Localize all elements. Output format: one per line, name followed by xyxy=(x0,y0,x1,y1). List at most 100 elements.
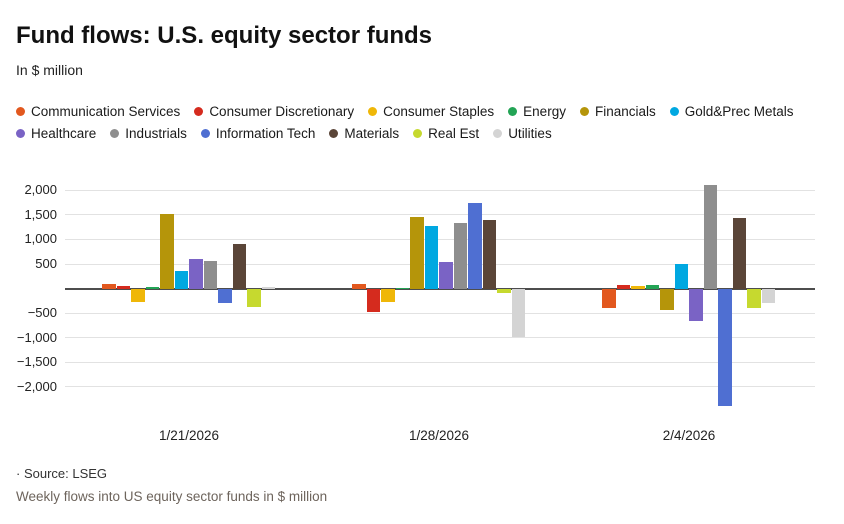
legend-label: Materials xyxy=(344,125,400,141)
chart-title: Fund flows: U.S. equity sector funds xyxy=(16,22,433,49)
legend-row: Healthcare Industrials Information Tech Mat… xyxy=(16,122,828,144)
bar-utilities-1-21-2026 xyxy=(261,287,275,289)
bar-communication-services-1-21-2026 xyxy=(102,284,116,289)
legend-item-utilities: Utilities xyxy=(493,126,552,141)
x-axis-label-1-21-2026: 1/21/2026 xyxy=(158,428,220,443)
legend-dot-utilities xyxy=(493,128,503,138)
chart-subtitle: In $ million xyxy=(16,62,83,78)
bar-communication-services-2-4-2026 xyxy=(602,288,616,308)
legend-item-consumer-staples: Consumer Staples xyxy=(368,104,494,119)
legend-dot-gold-prec-metals xyxy=(669,106,679,116)
legend-item-information-tech: Information Tech xyxy=(200,125,316,141)
chart-caption: Weekly flows into US equity sector funds… xyxy=(16,489,328,504)
legend: Communication Services Consumer Discretio… xyxy=(16,100,828,144)
gridline-1000 xyxy=(65,238,815,240)
bar-financials-2-4-2026 xyxy=(660,288,674,310)
gridline--1000 xyxy=(65,337,815,339)
legend-label: Consumer Staples xyxy=(383,103,495,119)
legend-item-materials: Materials xyxy=(329,126,399,141)
bar-gold-prec-metals-2-4-2026 xyxy=(674,263,688,289)
legend-label: Communication Services xyxy=(31,103,181,119)
bar-real-est-1-21-2026 xyxy=(247,288,261,307)
legend-item-healthcare: Healthcare xyxy=(16,126,96,141)
bar-financials-1-21-2026 xyxy=(160,214,174,289)
legend-dot-industrials xyxy=(110,128,120,138)
bar-consumer-staples-1-21-2026 xyxy=(131,288,145,303)
bar-healthcare-1-28-2026 xyxy=(439,262,453,289)
bar-consumer-discretionary-2-4-2026 xyxy=(616,285,630,289)
bar-communication-services-1-28-2026 xyxy=(352,284,366,289)
bar-consumer-staples-1-28-2026 xyxy=(381,288,395,302)
gridline--1500 xyxy=(65,361,815,363)
x-axis-label-1-28-2026: 1/28/2026 xyxy=(408,428,470,443)
y-tick-label: 2,000 xyxy=(24,182,57,198)
bar-materials-1-21-2026 xyxy=(232,244,246,289)
legend-label: Information Tech xyxy=(215,125,316,141)
legend-item-energy: Energy xyxy=(508,104,566,119)
bar-materials-1-28-2026 xyxy=(482,220,496,289)
legend-dot-communication-services xyxy=(16,106,25,116)
legend-item-real-est: Real Est xyxy=(413,126,479,141)
zero-axis-line xyxy=(65,287,815,290)
legend-label: Energy xyxy=(523,103,566,119)
bar-industrials-2-4-2026 xyxy=(703,185,717,289)
bar-utilities-1-28-2026 xyxy=(511,288,525,337)
x-axis-label-2-4-2026: 2/4/2026 xyxy=(662,428,716,443)
legend-dot-energy xyxy=(508,106,518,116)
y-tick-label: −500 xyxy=(27,305,57,321)
y-tick-label: −2,000 xyxy=(16,378,57,394)
bar-industrials-1-21-2026 xyxy=(203,260,217,289)
y-tick-label: −1,000 xyxy=(16,329,57,345)
legend-dot-consumer-staples xyxy=(368,106,378,116)
legend-label: Financials xyxy=(594,103,656,119)
legend-label: Healthcare xyxy=(31,125,97,141)
legend-item-financials: Financials xyxy=(579,103,656,119)
legend-dot-materials xyxy=(329,128,339,138)
bar-materials-2-4-2026 xyxy=(732,217,746,289)
bar-energy-1-21-2026 xyxy=(145,286,159,289)
y-tick-label: 500 xyxy=(35,256,57,272)
y-tick-label: −1,500 xyxy=(16,354,57,370)
legend-dot-information-tech xyxy=(200,128,210,138)
bar-gold-prec-metals-1-21-2026 xyxy=(174,271,188,289)
bar-healthcare-2-4-2026 xyxy=(689,288,703,321)
gridline--500 xyxy=(65,312,815,314)
bar-information-tech-2-4-2026 xyxy=(718,288,732,406)
legend-label: Real Est xyxy=(428,125,480,141)
legend-dot-financials xyxy=(579,106,589,116)
bar-information-tech-1-28-2026 xyxy=(468,202,482,289)
legend-dot-real-est xyxy=(413,128,423,138)
legend-dot-healthcare xyxy=(16,128,25,138)
bar-consumer-staples-2-4-2026 xyxy=(631,286,645,289)
legend-item-gold-prec-metals: Gold&Prec Metals xyxy=(669,103,794,119)
legend-label: Industrials xyxy=(125,125,187,141)
bar-energy-1-28-2026 xyxy=(395,287,409,289)
source-note: · Source: LSEG xyxy=(16,466,108,481)
legend-dot-consumer-discretionary xyxy=(194,106,204,116)
gridline-2000 xyxy=(65,189,815,191)
bar-information-tech-1-21-2026 xyxy=(218,288,232,304)
bar-real-est-1-28-2026 xyxy=(497,288,511,294)
gridline-1500 xyxy=(65,214,815,216)
gridline--2000 xyxy=(65,386,815,388)
bar-gold-prec-metals-1-28-2026 xyxy=(424,226,438,289)
bar-healthcare-1-21-2026 xyxy=(189,259,203,289)
bar-consumer-discretionary-1-21-2026 xyxy=(116,285,130,289)
bar-energy-2-4-2026 xyxy=(645,285,659,289)
bar-utilities-2-4-2026 xyxy=(761,288,775,304)
bar-financials-1-28-2026 xyxy=(410,217,424,289)
y-tick-label: 1,000 xyxy=(24,231,57,247)
legend-label: Consumer Discretionary xyxy=(209,103,355,119)
bar-consumer-discretionary-1-28-2026 xyxy=(366,288,380,313)
bar-real-est-2-4-2026 xyxy=(747,288,761,309)
legend-label: Gold&Prec Metals xyxy=(684,103,794,119)
legend-item-communication-services: Communication Services xyxy=(16,104,180,119)
bar-industrials-1-28-2026 xyxy=(453,222,467,289)
legend-row: Communication Services Consumer Discretio… xyxy=(16,100,828,122)
legend-label: Utilities xyxy=(508,125,552,141)
legend-item-consumer-discretionary: Consumer Discretionary xyxy=(194,104,354,119)
y-tick-label: 1,500 xyxy=(24,206,57,222)
legend-item-industrials: Industrials xyxy=(110,126,187,141)
